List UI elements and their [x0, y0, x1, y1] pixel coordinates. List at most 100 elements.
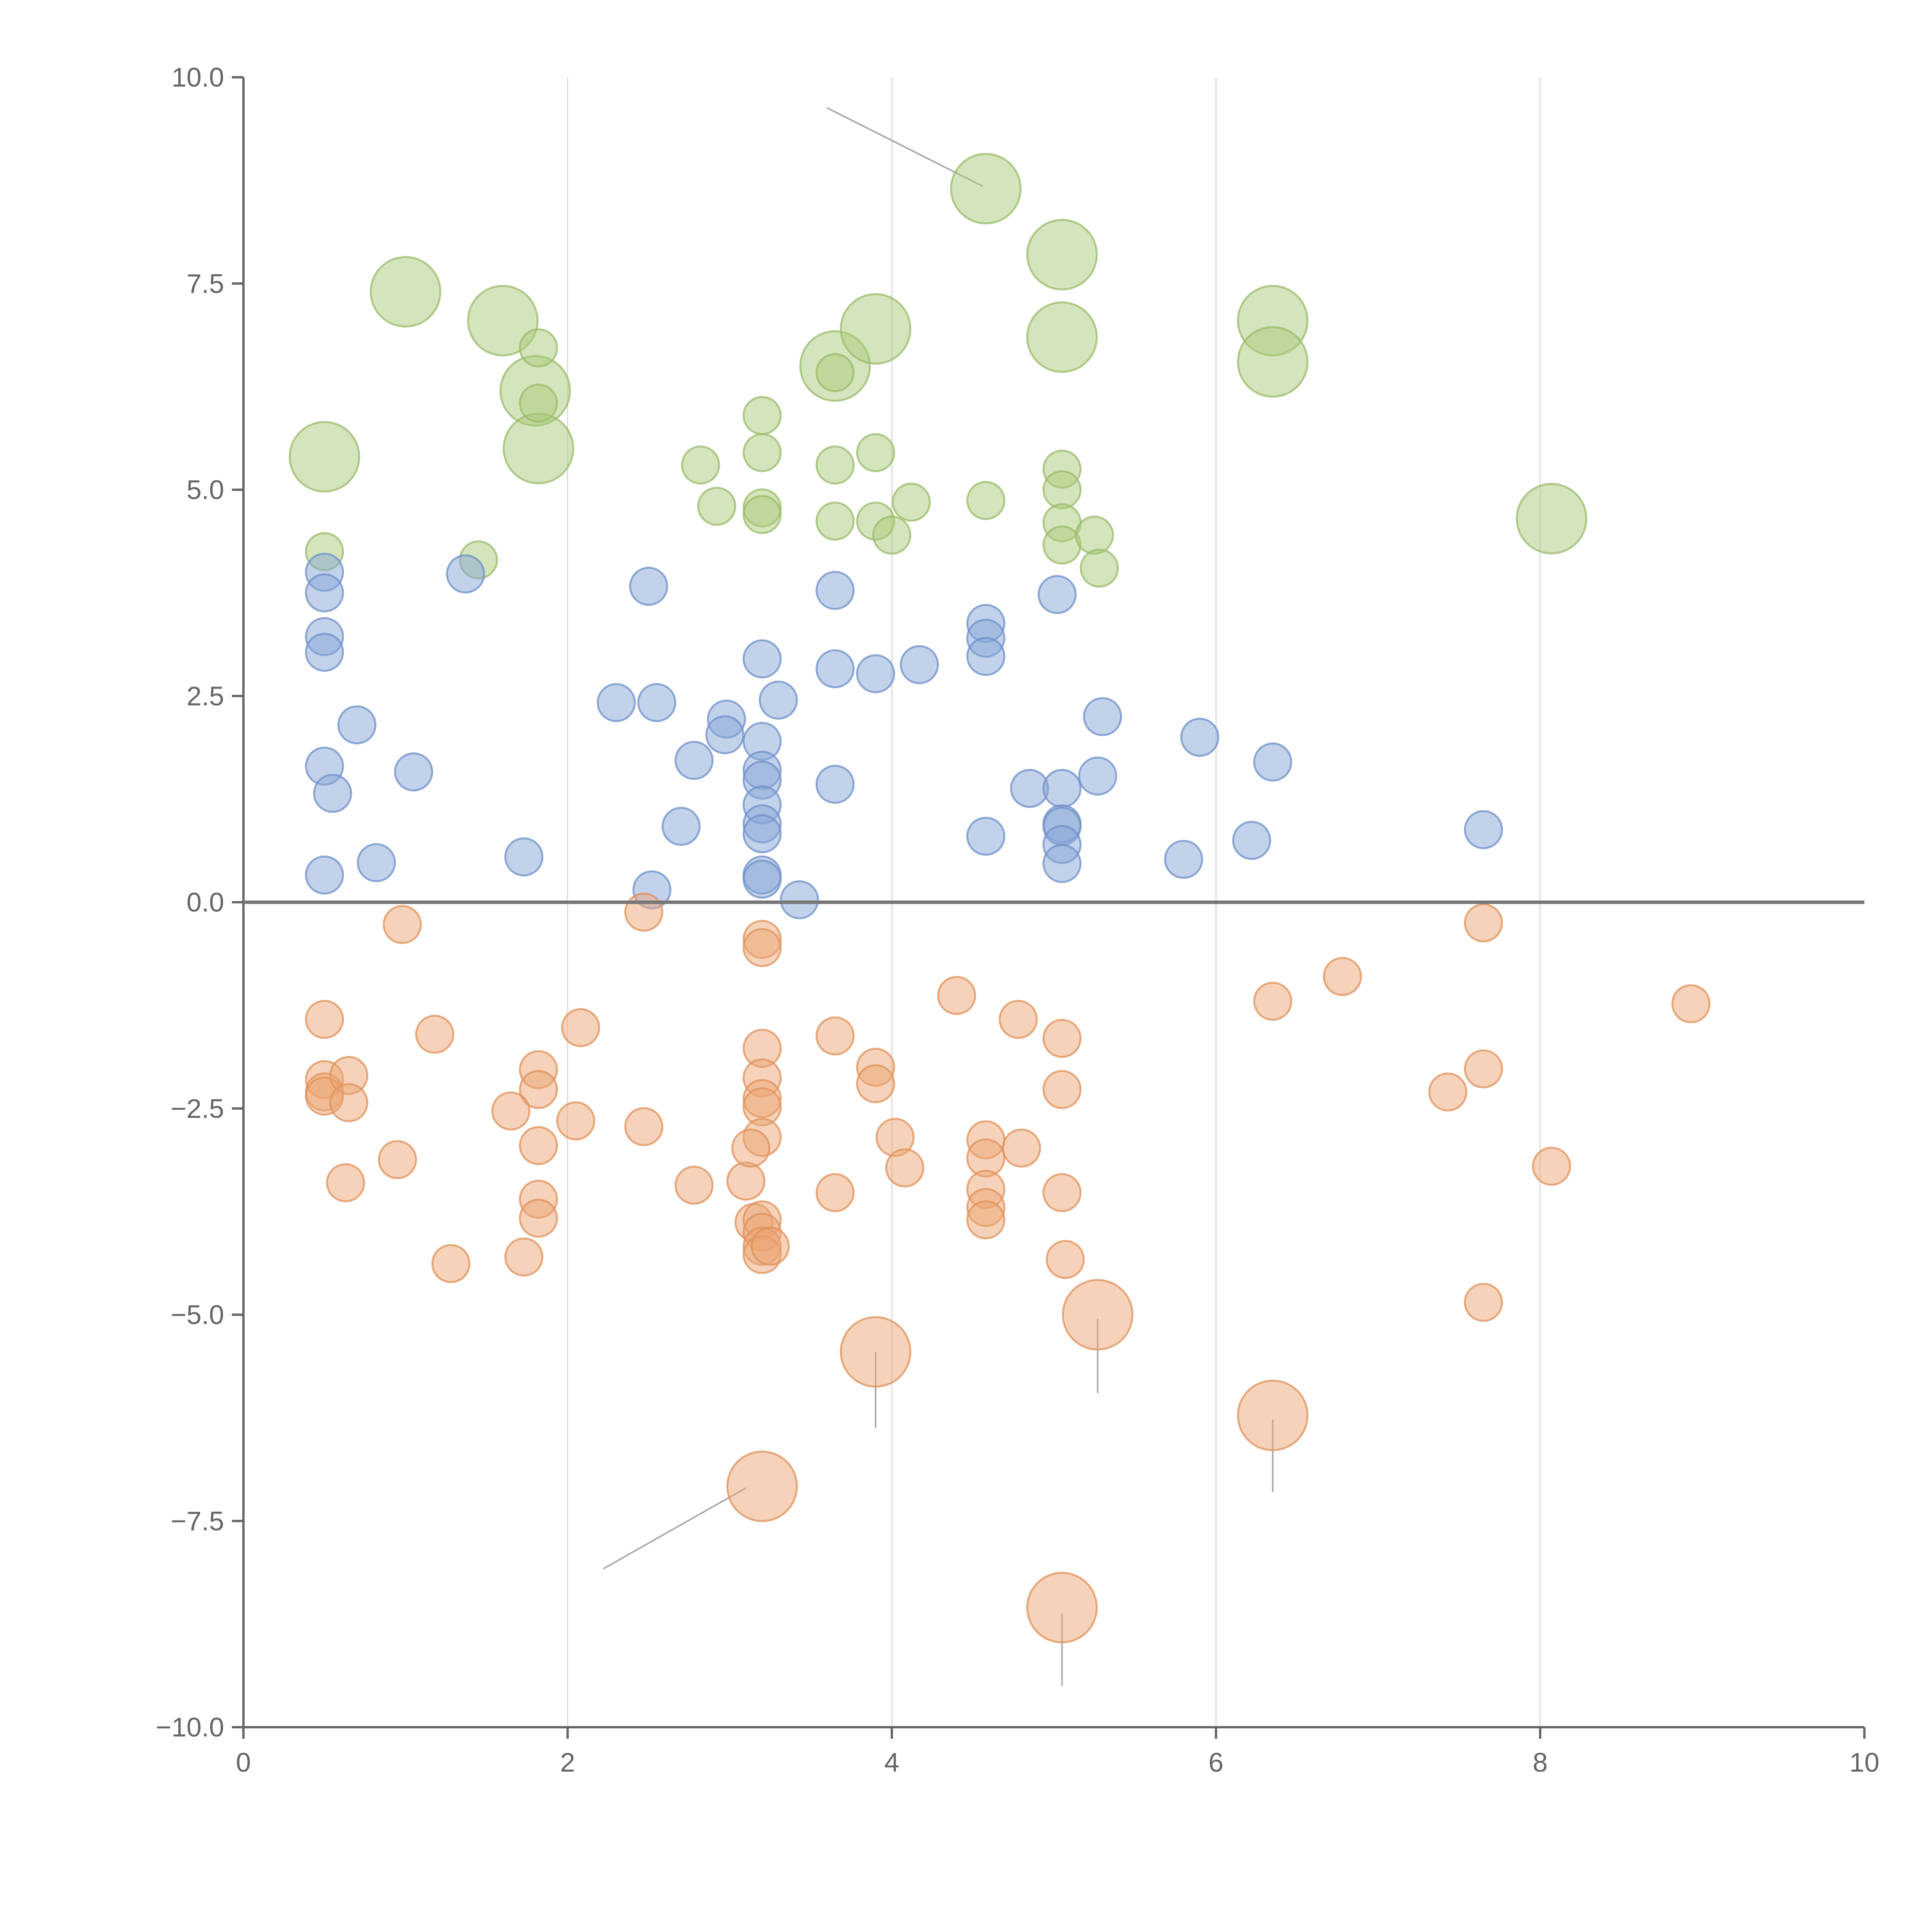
bubble-orange — [624, 1107, 663, 1146]
bubble-blue — [637, 683, 677, 722]
bubble-green — [1080, 548, 1119, 588]
bubble-green — [1026, 219, 1098, 291]
bubble-blue — [394, 752, 433, 792]
bubble-orange — [726, 1162, 765, 1201]
bubble-orange — [1464, 903, 1503, 942]
bubble-green — [289, 421, 361, 493]
bubble-green — [950, 153, 1022, 224]
bubble-blue — [629, 566, 668, 606]
y-tick-label: 5.0 — [187, 475, 224, 505]
bubble-orange — [378, 1140, 417, 1179]
bubble-green — [815, 445, 855, 485]
bubble-orange — [561, 1008, 600, 1048]
bubble-orange — [1428, 1072, 1468, 1112]
bubble-green — [467, 285, 539, 357]
x-tick-label: 8 — [1533, 1747, 1548, 1777]
bubble-orange — [1042, 1019, 1082, 1058]
bubble-blue — [742, 859, 782, 899]
bubble-blue — [900, 645, 939, 684]
bubble-orange — [815, 1173, 855, 1213]
bubble-orange — [1237, 1379, 1309, 1451]
bubble-green — [742, 433, 782, 472]
bubble-orange — [383, 905, 422, 944]
bubble-blue — [856, 654, 895, 694]
bubble-orange — [519, 1070, 558, 1109]
bubble-green — [370, 256, 441, 328]
bubble-blue — [742, 639, 782, 679]
leader-line-orange — [603, 1487, 747, 1570]
bubble-blue — [674, 741, 714, 780]
bubble-blue — [1164, 840, 1203, 879]
bubble-orange — [750, 1226, 790, 1266]
bubble-green — [1075, 515, 1114, 555]
bubble-orange — [856, 1064, 895, 1104]
bubble-blue — [815, 649, 855, 689]
bubble-orange — [305, 1000, 344, 1039]
series-orange — [305, 893, 1711, 1643]
bubble-green — [1515, 483, 1587, 554]
y-tick-label: −5.0 — [171, 1300, 224, 1330]
bubble-green — [856, 433, 895, 472]
bubble-blue — [705, 715, 745, 755]
bubble-orange — [624, 893, 663, 932]
bubble-blue — [1042, 844, 1082, 883]
bubble-green — [697, 486, 736, 526]
bubble-blue — [966, 816, 1005, 856]
bubble-blue — [1232, 821, 1271, 860]
bubble-orange — [742, 928, 782, 967]
bubble-blue — [815, 571, 855, 610]
bubble-green — [742, 396, 782, 435]
y-tick-label: 7.5 — [187, 269, 224, 299]
series-blue — [305, 553, 1503, 920]
x-tick-label: 4 — [884, 1747, 900, 1777]
bubble-green — [681, 445, 720, 485]
bubble-orange — [431, 1244, 471, 1283]
x-tick-label: 2 — [560, 1747, 575, 1777]
bubble-orange — [1002, 1128, 1041, 1168]
bubble-green — [815, 502, 855, 541]
bubble-orange — [329, 1083, 369, 1122]
x-tick-label: 6 — [1209, 1747, 1224, 1777]
y-tick-label: −7.5 — [171, 1506, 224, 1536]
bubble-blue — [313, 774, 352, 813]
bubble-orange — [1042, 1173, 1082, 1213]
bubble-orange — [731, 1128, 770, 1168]
bubble-blue — [966, 637, 1005, 676]
bubble-green — [742, 495, 782, 534]
bubble-orange — [674, 1165, 714, 1205]
bubble-green — [872, 515, 912, 555]
bubble-blue — [305, 855, 344, 895]
bubble-green — [1237, 326, 1309, 398]
bubble-orange — [966, 1200, 1005, 1240]
x-tick-label: 0 — [236, 1747, 251, 1777]
bubble-green — [502, 413, 574, 485]
bubble-blue — [597, 683, 636, 722]
bubble-green — [1042, 526, 1082, 565]
bubbles — [289, 153, 1711, 1643]
bubble-blue — [1180, 718, 1219, 757]
bubble-green — [1026, 301, 1098, 373]
bubble-blue — [759, 680, 798, 720]
y-tick-label: −10.0 — [156, 1712, 224, 1742]
bubble-blue — [1078, 756, 1117, 796]
bubble-orange — [326, 1163, 365, 1202]
bubble-blue — [1253, 742, 1293, 782]
x-tick-label: 10 — [1849, 1747, 1879, 1777]
bubble-orange — [1464, 1282, 1503, 1322]
bubble-blue — [305, 573, 344, 612]
bubble-orange — [1042, 1070, 1082, 1109]
bubble-orange — [815, 1016, 855, 1056]
bubble-green — [815, 353, 855, 392]
bubble-blue — [357, 843, 396, 883]
bubble-blue — [504, 837, 544, 877]
bubble-blue — [780, 880, 819, 920]
bubble-orange — [504, 1237, 544, 1277]
axis-ticks: 0 2 4 6 8 10 10.0 7.5 5.0 2.5 0.0 −2.5 −5.0 −7.5 −10.0 — [156, 62, 1879, 1777]
bubble-blue — [446, 554, 485, 594]
bubble-green — [519, 328, 558, 367]
y-tick-label: −2.5 — [171, 1094, 224, 1124]
bubble-blue — [305, 633, 344, 672]
bubble-green — [891, 483, 931, 522]
